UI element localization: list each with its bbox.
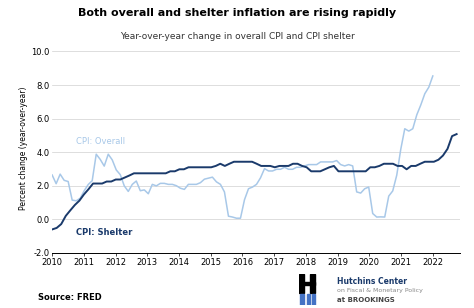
- Bar: [310, 274, 315, 293]
- Text: at BROOKINGS: at BROOKINGS: [337, 297, 394, 303]
- Bar: [307, 294, 310, 305]
- Bar: [299, 282, 315, 285]
- Bar: [301, 294, 303, 305]
- Text: Year-over-year change in overall CPI and CPI shelter: Year-over-year change in overall CPI and…: [119, 32, 355, 41]
- Text: CPI: Shelter: CPI: Shelter: [76, 228, 132, 237]
- Y-axis label: Percent change (year-over-year): Percent change (year-over-year): [19, 86, 28, 209]
- Bar: [299, 274, 303, 293]
- Text: Both overall and shelter inflation are rising rapidly: Both overall and shelter inflation are r…: [78, 8, 396, 18]
- Text: Hutchins Center: Hutchins Center: [337, 277, 407, 286]
- Text: CPI: Overall: CPI: Overall: [76, 137, 125, 147]
- Text: Source: FRED: Source: FRED: [38, 293, 101, 302]
- Text: on Fiscal & Monetary Policy: on Fiscal & Monetary Policy: [337, 288, 422, 293]
- Bar: [312, 294, 315, 305]
